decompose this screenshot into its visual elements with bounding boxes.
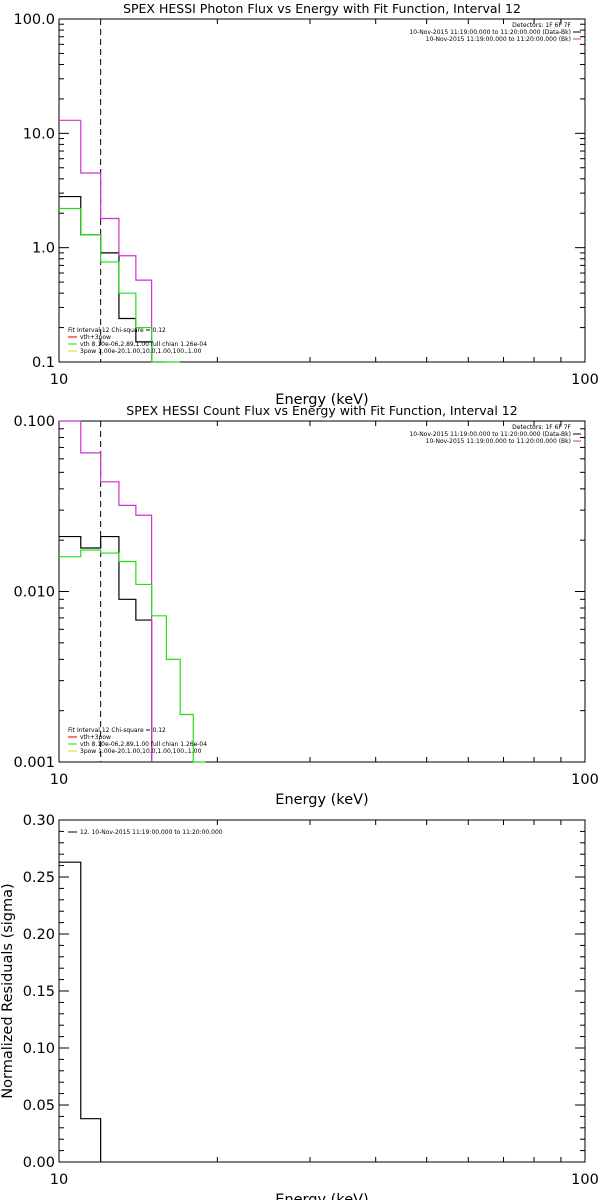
x-tick-label: 10: [50, 372, 68, 388]
header-legend-text: 10-Nov-2015 11:19:00.000 to 11:20:00.000…: [409, 431, 571, 438]
plot-frame: [58, 819, 586, 1163]
plot-frame: [58, 18, 586, 363]
y-tick-label: 0.05: [23, 1098, 55, 1114]
y-tick-label: 0.100: [13, 414, 55, 430]
series-line-3: [59, 207, 181, 363]
x-axis-label: Energy (keV): [275, 392, 368, 408]
legend-text: vth 8.10e-06,2.89,1.00 full chian 1.26e-…: [80, 741, 207, 748]
legend-text: 3pow 1.00e-20,1.00,10.0,1.00,100.,1.00: [80, 748, 201, 755]
x-tick-label: 100: [571, 772, 599, 788]
y-tick-label: 0.10: [23, 1041, 55, 1057]
y-tick-label: 0.25: [23, 870, 55, 886]
series-line-1: [59, 535, 153, 762]
y-tick-label: 0.30: [23, 813, 55, 829]
y-axis-label: Normalized Residuals (sigma): [0, 883, 16, 1098]
series-line-2: [59, 119, 167, 363]
y-tick-label: 10.0: [23, 126, 55, 142]
header-legend-text: 10-Nov-2015 11:19:00.000 to 11:20:00.000…: [426, 36, 571, 43]
legend-text: vth+3pow: [80, 734, 111, 741]
series-line-2: [59, 420, 153, 762]
y-tick-label: 0.20: [23, 927, 55, 943]
legend-text: vth 8.10e-06,2.89,1.00 full chian 1.26e-…: [80, 341, 207, 348]
chart-panel-2: SPEX HESSI Count Flux vs Energy with Fit…: [13, 403, 598, 808]
chart-title: SPEX HESSI Photon Flux vs Energy with Fi…: [123, 1, 521, 16]
x-tick-label: 10: [50, 1172, 68, 1188]
legend-text: Fit Interval 12 Chi-square = 0.12: [68, 727, 166, 734]
chart-title: SPEX HESSI Count Flux vs Energy with Fit…: [126, 403, 517, 418]
x-tick-label: 10: [50, 772, 68, 788]
chart-panel-1: SPEX HESSI Photon Flux vs Energy with Fi…: [13, 1, 598, 408]
x-axis-label: Energy (keV): [275, 792, 368, 808]
x-tick-label: 100: [571, 1172, 599, 1188]
header-legend-text: 10-Nov-2015 11:19:00.000 to 11:20:00.000…: [409, 29, 571, 36]
header-legend-text: 10-Nov-2015 11:19:00.000 to 11:20:00.000…: [426, 438, 571, 445]
x-tick-label: 100: [571, 372, 599, 388]
series-line-3: [59, 549, 206, 763]
y-tick-label: 100.0: [13, 12, 55, 28]
legend-text: 12. 10-Nov-2015 11:19:00.000 to 11:20:00…: [80, 829, 223, 836]
y-tick-label: 0.15: [23, 984, 55, 1000]
plot-frame: [58, 420, 586, 763]
series-line-1: [59, 861, 102, 1162]
y-tick-label: 0.1: [32, 355, 55, 371]
legend-text: Fit Interval 12 Chi-square = 0.12: [68, 327, 166, 334]
y-tick-label: 0.00: [23, 1155, 55, 1171]
y-tick-label: 0.001: [13, 755, 55, 771]
chart-panel-3: 10 100 0.00 0.05 0.10 0.15 0.20 0.25 0.30 Energy …: [0, 813, 599, 1200]
y-tick-label: 0.010: [13, 585, 55, 601]
x-axis-label: Energy (keV): [275, 1192, 368, 1200]
y-tick-label: 1.0: [32, 241, 55, 257]
legend-text: 3pow 1.00e-20,1.00,10.0,1.00,100.,1.00: [80, 348, 201, 355]
legend-text: vth+3pow: [80, 334, 111, 341]
header-legend-text: Detectors: 1F 6F 7F: [512, 424, 571, 431]
header-legend-text: Detectors: 1F 6F 7F: [512, 22, 571, 29]
